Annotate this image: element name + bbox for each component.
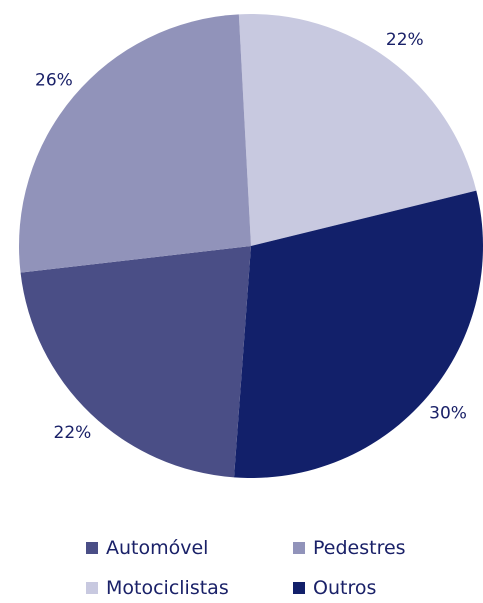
legend-label-motociclistas: Motociclistas: [106, 577, 229, 599]
slice-value-label-motociclistas: 22%: [386, 30, 424, 50]
legend-item-automovel: Automóvel: [86, 536, 208, 560]
legend-label-outros: Outros: [313, 577, 377, 599]
slice-value-label-outros: 30%: [429, 404, 467, 424]
legend-swatch-automovel: [86, 542, 98, 554]
pie-slice-motociclistas: [238, 13, 477, 246]
legend-swatch-pedestres: [293, 542, 305, 554]
legend-swatch-outros: [293, 582, 305, 594]
pie-chart: 22% 30% 22% 26%: [19, 13, 483, 478]
legend-label-pedestres: Pedestres: [313, 537, 406, 559]
slice-value-label-automovel: 22%: [54, 423, 92, 443]
pie-slice-outros: [234, 190, 483, 478]
legend-item-motociclistas: Motociclistas: [86, 576, 229, 600]
slice-value-label-pedestres: 26%: [35, 70, 73, 90]
legend-item-outros: Outros: [293, 576, 376, 600]
legend-item-pedestres: Pedestres: [293, 536, 406, 560]
legend: Automóvel Pedestres Motociclistas Outros: [86, 536, 466, 599]
legend-swatch-motociclistas: [86, 582, 98, 594]
legend-label-automovel: Automóvel: [106, 537, 209, 559]
pie-slice-automovel: [20, 246, 251, 478]
pie-slice-pedestres: [19, 14, 252, 273]
